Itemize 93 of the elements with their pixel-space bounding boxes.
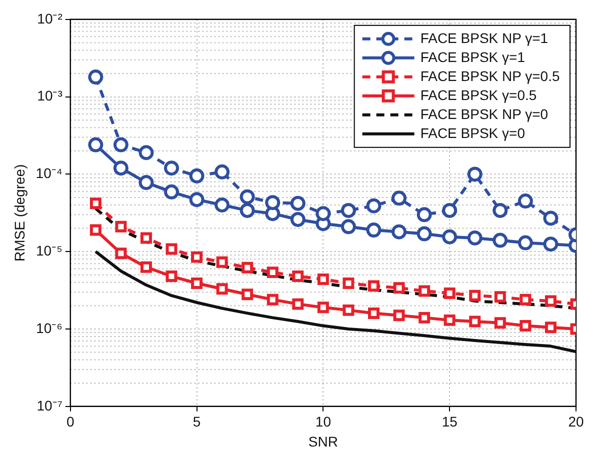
point: [492, 202, 508, 218]
point: [216, 283, 228, 295]
point: [393, 282, 405, 294]
y-tick-label: 10⁻²: [37, 10, 63, 26]
point: [115, 220, 127, 232]
point: [444, 287, 456, 299]
point: [469, 290, 481, 302]
point: [88, 137, 104, 152]
point: [266, 266, 278, 278]
point: [467, 230, 482, 246]
point: [164, 160, 180, 176]
point: [113, 137, 128, 152]
point: [138, 175, 154, 190]
point: [366, 222, 382, 238]
point: [166, 243, 178, 255]
point: [140, 232, 152, 244]
point: [90, 198, 102, 210]
point: [265, 195, 280, 210]
legend-label: FACE BPSK NP γ=0.5: [420, 68, 560, 84]
point: [543, 210, 558, 226]
point: [191, 278, 203, 289]
point: [518, 194, 533, 209]
point: [416, 226, 432, 242]
point: [544, 322, 556, 334]
y-tick-label: 10⁻⁷: [36, 397, 62, 414]
point: [442, 229, 458, 244]
point: [393, 310, 405, 322]
point: [317, 302, 329, 314]
point: [90, 224, 102, 236]
point: [214, 164, 230, 180]
point: [340, 219, 356, 234]
point: [342, 278, 354, 289]
point: [368, 280, 380, 292]
point: [494, 317, 506, 329]
point: [340, 202, 356, 218]
x-tick-label: 0: [66, 414, 74, 430]
point: [88, 70, 104, 85]
point: [166, 270, 178, 282]
point: [366, 198, 382, 214]
point: [240, 189, 255, 204]
point: [392, 190, 407, 206]
y-tick-label: 10⁻³: [37, 88, 63, 104]
point: [138, 145, 154, 160]
point: [240, 202, 255, 218]
legend-label: FACE BPSK NP γ=0: [420, 106, 548, 122]
y-tick-label: 10⁻⁶: [36, 320, 62, 336]
point: [113, 160, 128, 176]
x-tick-label: 15: [442, 414, 458, 430]
y-axis-title: RMSE (degree): [11, 164, 28, 262]
x-tick-label: 5: [192, 414, 201, 430]
point: [216, 256, 228, 268]
point: [317, 273, 329, 285]
point: [416, 207, 432, 222]
point: [115, 248, 127, 260]
point: [290, 212, 306, 227]
x-tick-label: 20: [568, 414, 584, 430]
legend-label: FACE BPSK γ=0: [420, 124, 526, 141]
point: [292, 298, 304, 310]
point: [418, 312, 430, 324]
y-tick-label: 10⁻⁵: [36, 242, 62, 258]
point: [292, 270, 304, 282]
point: [544, 295, 556, 307]
point: [368, 307, 380, 319]
point: [520, 320, 532, 332]
point: [189, 168, 204, 184]
point: [469, 316, 481, 328]
point: [518, 235, 533, 250]
point: [242, 262, 254, 274]
point: [214, 198, 230, 212]
point: [444, 314, 456, 326]
point: [467, 166, 482, 182]
point: [492, 232, 508, 248]
point: [242, 288, 254, 300]
point: [266, 294, 278, 306]
point: [494, 291, 506, 303]
legend-label: FACE BPSK γ=1: [420, 48, 526, 65]
point: [418, 285, 430, 297]
point: [191, 251, 203, 263]
x-axis-title: SNR: [308, 433, 338, 450]
y-tick-label: 10⁻⁴: [36, 165, 62, 182]
point: [342, 304, 354, 316]
point: [290, 196, 306, 211]
point: [543, 236, 558, 252]
legend-label: FACE BPSK NP γ=1: [420, 30, 548, 46]
point: [442, 202, 458, 218]
point: [520, 294, 532, 306]
point: [164, 184, 180, 200]
point: [392, 224, 407, 240]
point: [189, 192, 204, 208]
legend-label: FACE BPSK γ=0.5: [420, 86, 537, 103]
point: [316, 206, 331, 222]
x-tick-label: 10: [315, 414, 332, 430]
point: [140, 261, 152, 273]
